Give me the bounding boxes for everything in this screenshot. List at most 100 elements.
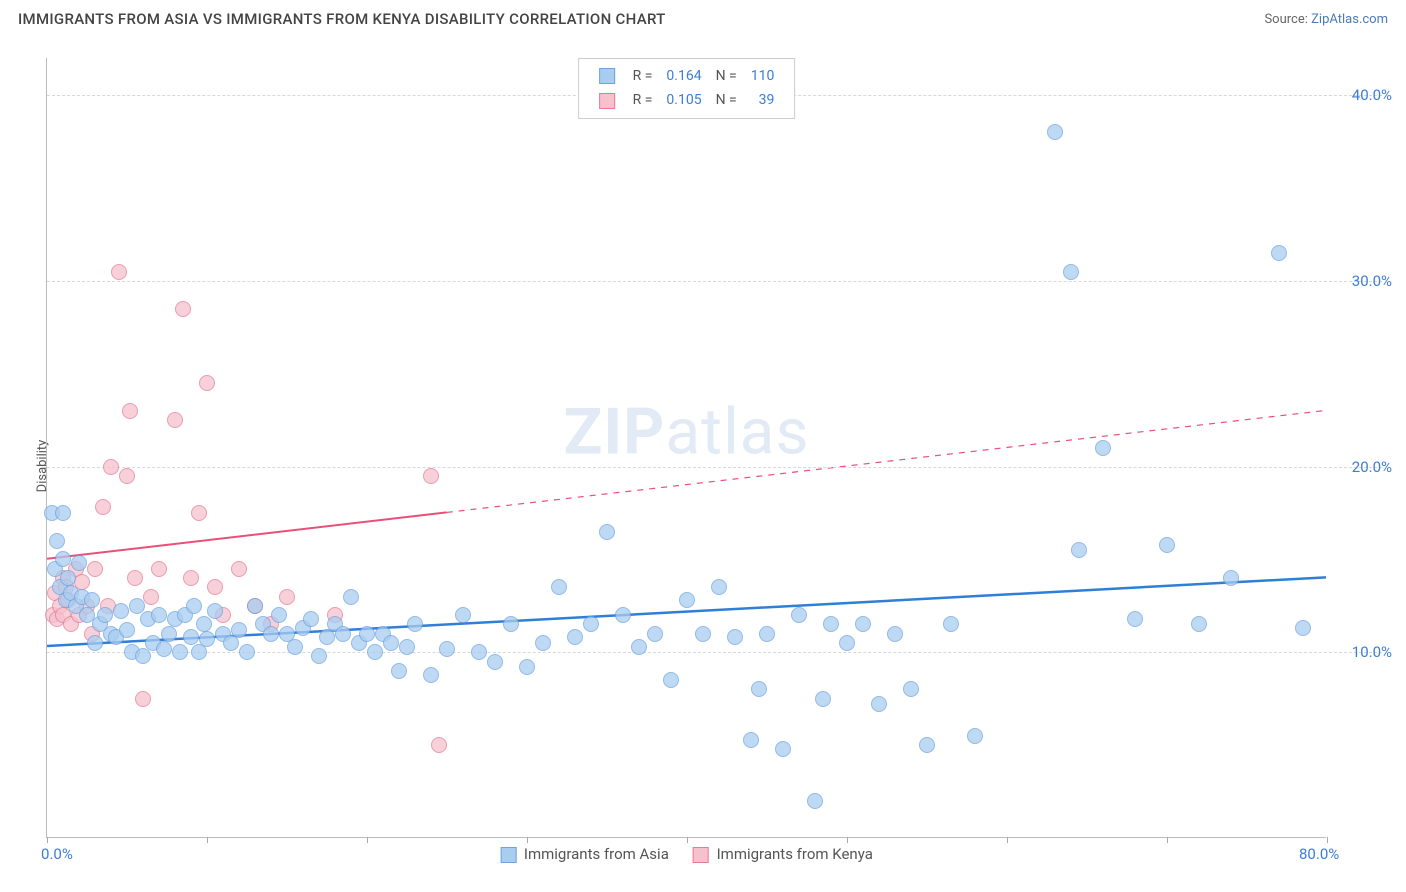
- r-label: R =: [627, 89, 659, 111]
- data-point-asia: [679, 592, 695, 608]
- x-tick: [1167, 837, 1168, 843]
- data-point-asia: [791, 607, 807, 623]
- data-point-asia: [271, 607, 287, 623]
- legend-series-item: Immigrants from Asia: [500, 845, 669, 863]
- gridline: [47, 467, 1382, 468]
- data-point-asia: [599, 524, 615, 540]
- n-value: 39: [745, 89, 781, 111]
- data-point-asia: [1127, 611, 1143, 627]
- data-point-asia: [303, 611, 319, 627]
- source-link[interactable]: ZipAtlas.com: [1311, 12, 1388, 27]
- y-tick-label: 20.0%: [1352, 458, 1392, 476]
- data-point-asia: [231, 622, 247, 638]
- data-point-kenya: [183, 570, 199, 586]
- data-point-asia: [751, 681, 767, 697]
- legend-stat-row: R =0.164N =110: [593, 65, 781, 87]
- data-point-asia: [343, 589, 359, 605]
- data-point-asia: [156, 641, 172, 657]
- data-point-asia: [1095, 440, 1111, 456]
- data-point-asia: [383, 635, 399, 651]
- data-point-asia: [97, 607, 113, 623]
- data-point-asia: [287, 639, 303, 655]
- data-point-asia: [1047, 124, 1063, 140]
- data-point-asia: [247, 598, 263, 614]
- x-tick-label: 0.0%: [41, 845, 73, 863]
- data-point-asia: [87, 635, 103, 651]
- r-label: R =: [627, 65, 659, 87]
- data-point-kenya: [175, 301, 191, 317]
- watermark-light: atlas: [665, 394, 809, 469]
- data-point-asia: [113, 603, 129, 619]
- legend-series-label: Immigrants from Kenya: [717, 845, 873, 863]
- data-point-asia: [663, 672, 679, 688]
- data-point-asia: [583, 616, 599, 632]
- y-tick-label: 10.0%: [1352, 643, 1392, 661]
- r-value: 0.164: [660, 65, 707, 87]
- data-point-kenya: [122, 403, 138, 419]
- source-label: Source:: [1264, 12, 1307, 27]
- x-tick: [527, 837, 528, 843]
- y-tick-label: 30.0%: [1352, 272, 1392, 290]
- data-point-kenya: [135, 691, 151, 707]
- data-point-asia: [199, 631, 215, 647]
- data-point-asia: [207, 603, 223, 619]
- data-point-kenya: [231, 561, 247, 577]
- data-point-asia: [871, 696, 887, 712]
- legend-series-item: Immigrants from Kenya: [693, 845, 873, 863]
- data-point-asia: [84, 592, 100, 608]
- trend-line: [447, 410, 1326, 512]
- chart-container: Disability ZIPatlas R =0.164N =110R =0.1…: [0, 40, 1406, 892]
- data-point-asia: [71, 555, 87, 571]
- data-point-asia: [519, 659, 535, 675]
- data-point-asia: [711, 579, 727, 595]
- data-point-asia: [759, 626, 775, 642]
- data-point-kenya: [119, 468, 135, 484]
- data-point-asia: [367, 644, 383, 660]
- data-point-asia: [471, 644, 487, 660]
- data-point-kenya: [199, 375, 215, 391]
- data-point-kenya: [103, 459, 119, 475]
- data-point-asia: [1295, 620, 1311, 636]
- legend-swatch: [500, 847, 516, 863]
- x-tick: [367, 837, 368, 843]
- data-point-asia: [695, 626, 711, 642]
- data-point-asia: [151, 607, 167, 623]
- data-point-asia: [815, 691, 831, 707]
- n-label: N =: [710, 65, 743, 87]
- data-point-asia: [439, 641, 455, 657]
- x-tick: [207, 837, 208, 843]
- data-point-asia: [647, 626, 663, 642]
- data-point-asia: [335, 626, 351, 642]
- data-point-asia: [727, 629, 743, 645]
- data-point-kenya: [431, 737, 447, 753]
- data-point-kenya: [279, 589, 295, 605]
- data-point-asia: [49, 533, 65, 549]
- data-point-asia: [615, 607, 631, 623]
- data-point-asia: [455, 607, 471, 623]
- data-point-asia: [359, 626, 375, 642]
- data-point-asia: [551, 579, 567, 595]
- data-point-asia: [855, 616, 871, 632]
- data-point-asia: [423, 667, 439, 683]
- data-point-asia: [535, 635, 551, 651]
- chart-header: IMMIGRANTS FROM ASIA VS IMMIGRANTS FROM …: [0, 0, 1406, 34]
- data-point-asia: [391, 663, 407, 679]
- data-point-asia: [1159, 537, 1175, 553]
- data-point-asia: [161, 626, 177, 642]
- n-label: N =: [710, 89, 743, 111]
- legend-stats: R =0.164N =110R =0.105N =39: [578, 58, 796, 119]
- data-point-asia: [407, 616, 423, 632]
- legend-stat-row: R =0.105N =39: [593, 89, 781, 111]
- data-point-asia: [186, 598, 202, 614]
- n-value: 110: [745, 65, 781, 87]
- source-attribution: Source: ZipAtlas.com: [1264, 12, 1388, 27]
- data-point-asia: [263, 626, 279, 642]
- data-point-asia: [1063, 264, 1079, 280]
- trend-line: [47, 512, 447, 558]
- x-tick: [687, 837, 688, 843]
- data-point-asia: [55, 551, 71, 567]
- data-point-kenya: [87, 561, 103, 577]
- gridline: [47, 281, 1382, 282]
- data-point-asia: [887, 626, 903, 642]
- data-point-asia: [1271, 245, 1287, 261]
